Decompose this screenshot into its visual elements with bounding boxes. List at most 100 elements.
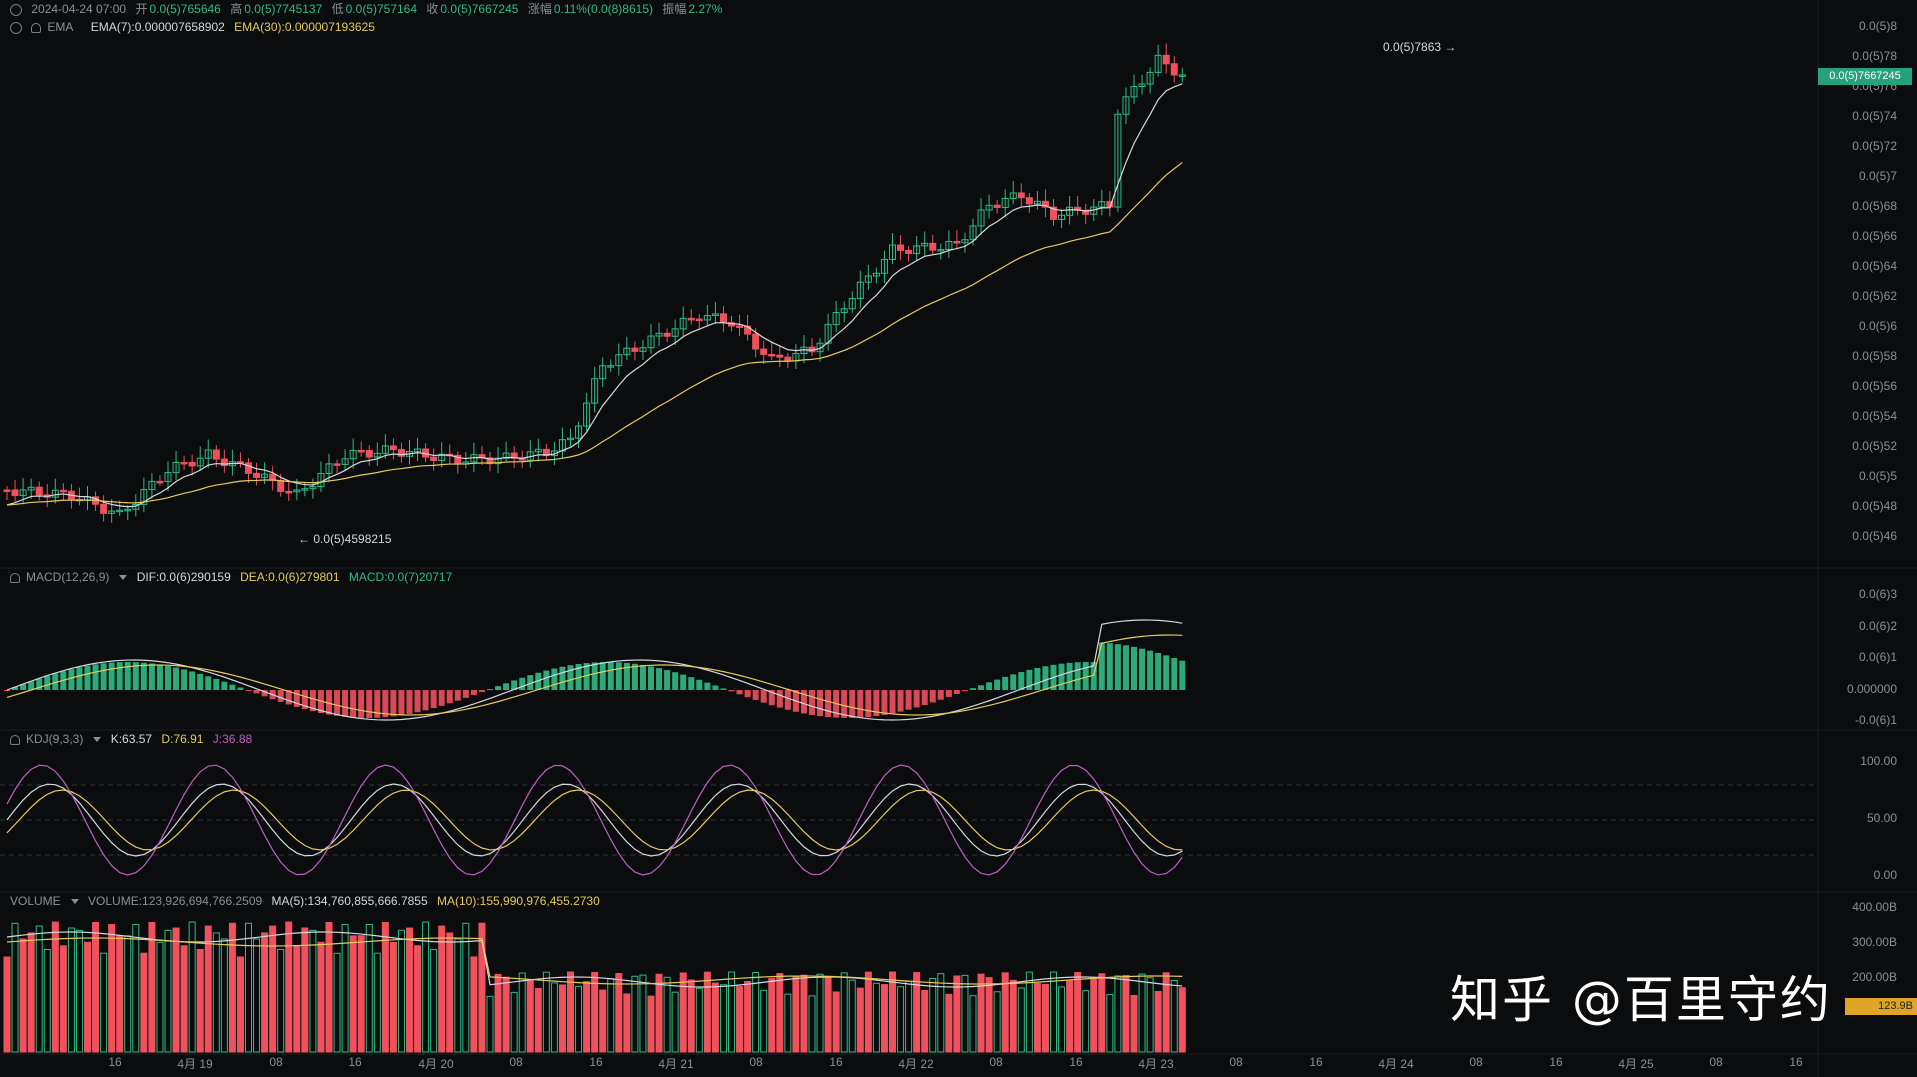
candle-body (575, 425, 583, 439)
volume-bar (156, 941, 164, 1053)
macd-bar (454, 690, 461, 701)
visibility-toggle-icon[interactable] (10, 21, 22, 34)
macd-bar (551, 668, 558, 690)
kdj-header: KDJ(9,3,3) K:63.57 D:76.91 J:36.88 (10, 730, 258, 748)
volume-bar (550, 982, 558, 1053)
macd-bar (1155, 652, 1162, 690)
time-axis-tick-label: 08 (989, 1055, 1003, 1069)
macd-bar (148, 663, 155, 690)
macd-bar (229, 684, 236, 690)
macd-bar (648, 666, 654, 690)
volume-bar (784, 993, 792, 1053)
volume-bar (204, 925, 212, 1053)
macd-bar (1058, 663, 1065, 690)
macd-bar (961, 690, 968, 692)
macd-bar (905, 690, 912, 710)
macd-bar (100, 663, 107, 690)
volume-indicator-name[interactable]: VOLUME (10, 894, 61, 908)
macd-bar (495, 686, 502, 690)
volume-bar (1017, 987, 1025, 1053)
volume-bar (921, 989, 929, 1053)
volume-bar (1162, 972, 1170, 1053)
volume-bar (744, 980, 752, 1053)
macd-bar (680, 674, 687, 690)
volume-bar (301, 927, 309, 1053)
volume-ma5-value: MA(5):134,760,855,666.7855 (271, 894, 428, 908)
kdj-j-line (6, 764, 1183, 876)
candle-body (373, 452, 381, 458)
macd-indicator-name[interactable]: MACD(12,26,9) (26, 570, 110, 584)
volume-bar (1066, 980, 1074, 1053)
volume-bar (84, 941, 91, 1053)
macd-bar (543, 670, 550, 690)
bell-icon[interactable] (31, 22, 42, 33)
candle-body (212, 449, 220, 460)
macd-bar (140, 662, 147, 690)
volume-bar (591, 971, 599, 1053)
volume-bar (220, 938, 228, 1053)
macd-bar (1163, 655, 1170, 690)
price-axis-tick-label: 0.0(5)6 (1858, 319, 1897, 333)
high-value: 0.0(5)7745137 (244, 2, 323, 16)
volume-bar (454, 938, 462, 1053)
macd-bar (1026, 669, 1033, 690)
candle-body (3, 489, 11, 492)
volume-axis-tick-label: 300.00B (1852, 935, 1897, 949)
macd-dif-line (6, 619, 1183, 721)
chevron-down-icon[interactable] (93, 737, 102, 743)
ema-indicator-name[interactable]: EMA (47, 20, 74, 34)
candle-body (1098, 201, 1106, 208)
macd-bar (623, 662, 630, 690)
candle-body (502, 452, 510, 459)
candle-body (148, 480, 156, 491)
macd-bar (929, 690, 936, 703)
volume-bar (446, 932, 454, 1053)
macd-bar (945, 690, 952, 697)
macd-bar (631, 663, 638, 690)
volume-bar (526, 979, 534, 1053)
macd-bar (1106, 643, 1113, 690)
volume-bar (880, 984, 888, 1053)
macd-bar (358, 690, 365, 718)
candle-body (711, 313, 719, 317)
volume-bar (1025, 971, 1033, 1053)
kdj-indicator-name[interactable]: KDJ(9,3,3) (26, 732, 84, 746)
macd-bar (301, 690, 308, 710)
visibility-toggle-icon[interactable] (10, 3, 22, 16)
price-axis-tick-label: 0.0(5)52 (1852, 439, 1897, 453)
chevron-down-icon[interactable] (70, 899, 79, 905)
macd-bar (639, 664, 646, 690)
volume-bar (357, 935, 365, 1053)
macd-bar (28, 681, 35, 690)
volume-value: VOLUME:123,926,694,766.2509 (88, 894, 263, 908)
candle-body (937, 249, 945, 252)
price-axis-tick-label: 0.0(5)5 (1858, 469, 1897, 483)
volume-bar (397, 929, 405, 1053)
price-axis-tick-label: 0.0(5)62 (1852, 289, 1897, 303)
bell-icon[interactable] (10, 734, 20, 745)
volume-bar (872, 982, 880, 1053)
macd-bar (438, 690, 445, 706)
volume-bar (848, 979, 856, 1053)
macd-bar (1010, 674, 1017, 690)
high-label: 高 (230, 2, 243, 16)
chevron-down-icon[interactable] (119, 575, 128, 581)
volume-bar (607, 978, 615, 1053)
macd-bar (1018, 672, 1025, 690)
volume-bar (647, 995, 655, 1053)
bell-icon[interactable] (10, 572, 20, 583)
volume-bar (236, 956, 244, 1053)
macd-bar (784, 690, 791, 710)
candle-body (872, 272, 880, 277)
macd-bar (84, 665, 91, 690)
macd-bar (953, 690, 960, 695)
volume-bar (116, 935, 124, 1053)
candle-body (663, 332, 671, 337)
volume-bar (11, 922, 19, 1053)
volume-bar (172, 927, 180, 1053)
macd-bar (398, 690, 405, 716)
macd-bar (221, 681, 228, 690)
candle-body (647, 335, 655, 349)
candle-body (905, 249, 913, 254)
